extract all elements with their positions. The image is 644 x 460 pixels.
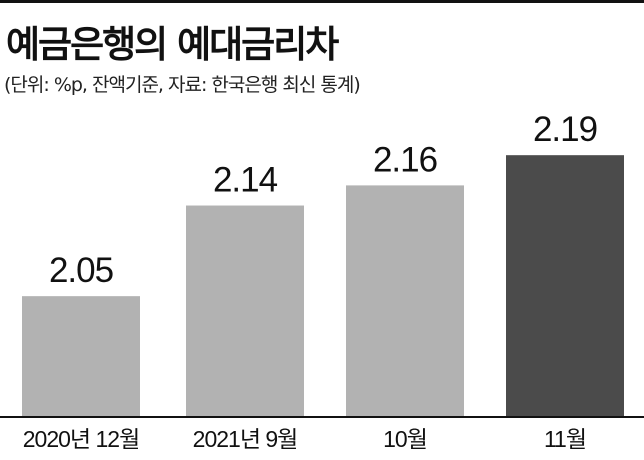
bar-2	[186, 205, 304, 417]
value-label-4: 2.19	[533, 110, 597, 149]
bar-4	[506, 155, 624, 417]
category-label-2: 2021년 9월	[193, 426, 298, 452]
bar-1	[22, 296, 140, 417]
category-labels-group: 2020년 12월 2021년 9월 10월 11월	[23, 426, 587, 452]
category-label-3: 10월	[383, 426, 427, 452]
value-label-2: 2.14	[213, 161, 278, 200]
chart-subtitle: (단위: %p, 잔액기준, 자료: 한국은행 최신 통계)	[4, 74, 361, 96]
category-label-1: 2020년 12월	[23, 426, 139, 452]
value-labels-group: 2.05 2.14 2.16 2.19	[49, 110, 598, 290]
value-label-1: 2.05	[49, 251, 113, 290]
bar-3	[346, 185, 464, 417]
bars-group	[22, 155, 624, 417]
chart-title: 예금은행의 예대금리차	[6, 23, 339, 66]
top-rule	[0, 0, 644, 3]
category-label-4: 11월	[544, 426, 586, 452]
value-label-3: 2.16	[373, 140, 437, 179]
